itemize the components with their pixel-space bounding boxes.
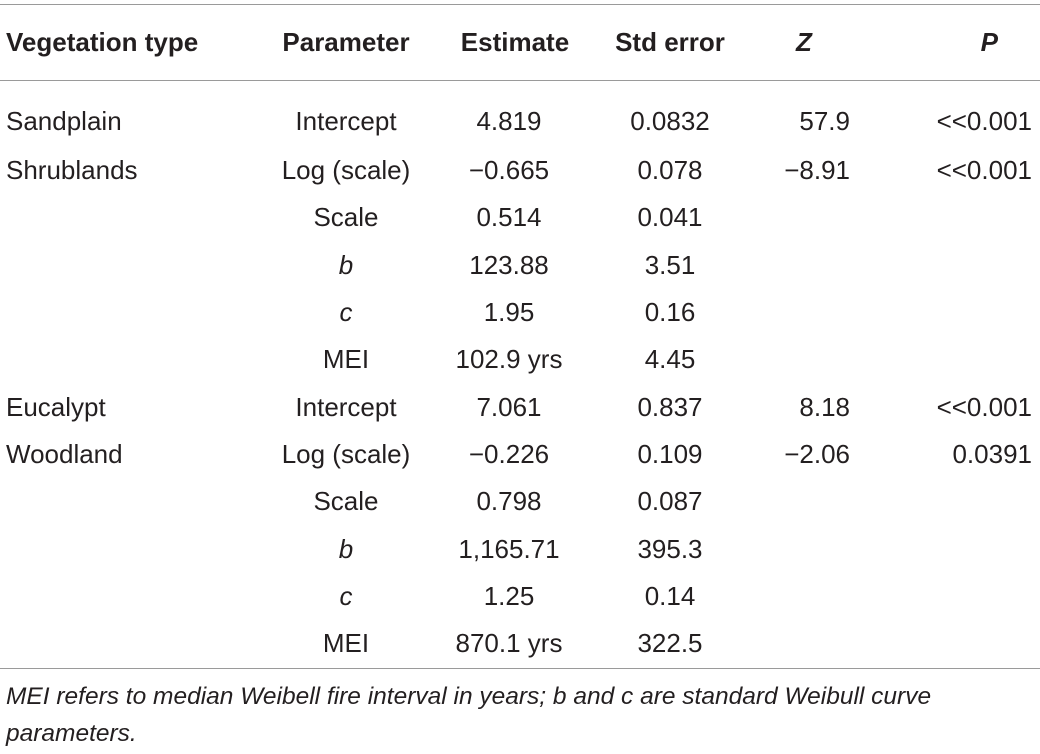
- table-row: Scale 0.798 0.087: [0, 478, 1040, 525]
- z-cell: [744, 194, 864, 241]
- vegetation-type-cell: [0, 478, 258, 525]
- z-cell: [744, 336, 864, 383]
- weibull-parameters-table: Vegetation type Parameter Estimate Std e…: [0, 0, 1040, 667]
- table-row: Sandplain Intercept 4.819 0.0832 57.9 <<0.001: [0, 82, 1040, 147]
- z-cell: 8.18: [799, 391, 850, 422]
- z-cell: [744, 242, 864, 289]
- estimate-cell: 1,165.71: [458, 533, 560, 564]
- table-row: MEI 870.1 yrs 322.5: [0, 620, 1040, 667]
- header-std-error: Std error: [615, 26, 725, 57]
- parameter-cell: c: [339, 297, 353, 328]
- std-error-cell: 395.3: [637, 533, 703, 564]
- estimate-cell: 0.514: [476, 202, 542, 233]
- std-error-cell: 0.16: [644, 297, 696, 328]
- std-error-cell: 0.837: [637, 391, 703, 422]
- z-cell: 57.9: [799, 106, 850, 136]
- parameter-cell: Scale: [313, 202, 379, 233]
- z-cell: [744, 525, 864, 572]
- estimate-cell: 1.25: [483, 580, 535, 611]
- estimate-cell: 870.1 yrs: [455, 628, 563, 659]
- header-vegetation-type: Vegetation type: [6, 26, 199, 57]
- std-error-cell: 322.5: [637, 628, 703, 659]
- vegetation-type-cell: [0, 573, 258, 620]
- parameter-cell: Intercept: [295, 106, 397, 136]
- table-row: Scale 0.514 0.041: [0, 194, 1040, 241]
- parameter-cell: Scale: [313, 486, 379, 517]
- p-cell: [864, 336, 1040, 383]
- table-footnote: MEI refers to median Weibell fire interv…: [6, 683, 932, 747]
- p-cell: <<0.001: [936, 155, 1032, 186]
- table-row: c 1.95 0.16: [0, 289, 1040, 336]
- parameter-cell: b: [338, 533, 354, 564]
- std-error-cell: 0.078: [637, 155, 703, 186]
- std-error-cell: 4.45: [644, 344, 696, 375]
- std-error-cell: 0.041: [637, 202, 703, 233]
- p-cell: [864, 242, 1040, 289]
- vegetation-type-cell: [0, 620, 258, 667]
- z-cell: [744, 620, 864, 667]
- std-error-cell: 0.14: [644, 580, 696, 611]
- header-parameter: Parameter: [282, 26, 410, 57]
- vegetation-type-cell: [0, 289, 258, 336]
- estimate-cell: 1.95: [483, 297, 535, 328]
- header-estimate: Estimate: [460, 26, 570, 57]
- table-row: b 1,165.71 395.3: [0, 525, 1040, 572]
- p-cell: [864, 289, 1040, 336]
- std-error-cell: 0.109: [637, 438, 703, 469]
- table-bottom-rule: [0, 668, 1040, 669]
- parameter-cell: MEI: [322, 628, 370, 659]
- p-cell: <<0.001: [936, 391, 1032, 422]
- table-row: MEI 102.9 yrs 4.45: [0, 336, 1040, 383]
- parameter-cell: Intercept: [295, 391, 397, 422]
- table-top-rule: [0, 4, 1040, 5]
- p-cell: [864, 478, 1040, 525]
- estimate-cell: 123.88: [469, 249, 549, 280]
- table-row: b 123.88 3.51: [0, 242, 1040, 289]
- table-row: Woodland Log (scale) −0.226 0.109 −2.06 0.039…: [0, 431, 1040, 478]
- vegetation-type-cell: [0, 242, 258, 289]
- z-cell: [744, 573, 864, 620]
- parameter-cell: Log (scale): [281, 155, 411, 186]
- vegetation-type-cell: [0, 194, 258, 241]
- parameter-cell: c: [339, 580, 353, 611]
- z-cell: [744, 289, 864, 336]
- parameter-cell: Log (scale): [281, 438, 411, 469]
- std-error-cell: 0.0832: [630, 106, 710, 136]
- vegetation-type-cell: [0, 336, 258, 383]
- estimate-cell: 102.9 yrs: [455, 344, 563, 375]
- std-error-cell: 0.087: [637, 486, 703, 517]
- z-cell: −2.06: [784, 438, 850, 469]
- table-row: Eucalypt Intercept 7.061 0.837 8.18 <<0.001: [0, 383, 1040, 430]
- table-row: c 1.25 0.14: [0, 573, 1040, 620]
- p-cell: <<0.001: [936, 106, 1032, 136]
- vegetation-type-cell: [0, 525, 258, 572]
- z-cell: −8.91: [784, 155, 850, 186]
- vegetation-type-cell: Woodland: [6, 438, 123, 469]
- table-header-row: Vegetation type Parameter Estimate Std e…: [0, 0, 1040, 82]
- vegetation-type-cell: Shrublands: [6, 155, 138, 186]
- z-cell: [744, 478, 864, 525]
- p-cell: [864, 525, 1040, 572]
- estimate-cell: −0.665: [468, 155, 550, 186]
- vegetation-type-cell: Eucalypt: [6, 391, 106, 422]
- estimate-cell: 4.819: [476, 106, 542, 136]
- table-row: Shrublands Log (scale) −0.665 0.078 −8.91 <<0…: [0, 147, 1040, 194]
- std-error-cell: 3.51: [644, 249, 696, 280]
- table-header-rule: [0, 80, 1040, 81]
- header-p: P: [980, 26, 998, 57]
- estimate-cell: 0.798: [476, 486, 542, 517]
- p-cell: [864, 194, 1040, 241]
- header-z: Z: [796, 26, 812, 57]
- p-cell: [864, 573, 1040, 620]
- p-cell: [864, 620, 1040, 667]
- vegetation-type-cell: Sandplain: [6, 106, 122, 136]
- parameter-cell: MEI: [322, 344, 370, 375]
- p-cell: 0.0391: [952, 438, 1032, 469]
- estimate-cell: −0.226: [468, 438, 550, 469]
- estimate-cell: 7.061: [476, 391, 542, 422]
- parameter-cell: b: [338, 249, 354, 280]
